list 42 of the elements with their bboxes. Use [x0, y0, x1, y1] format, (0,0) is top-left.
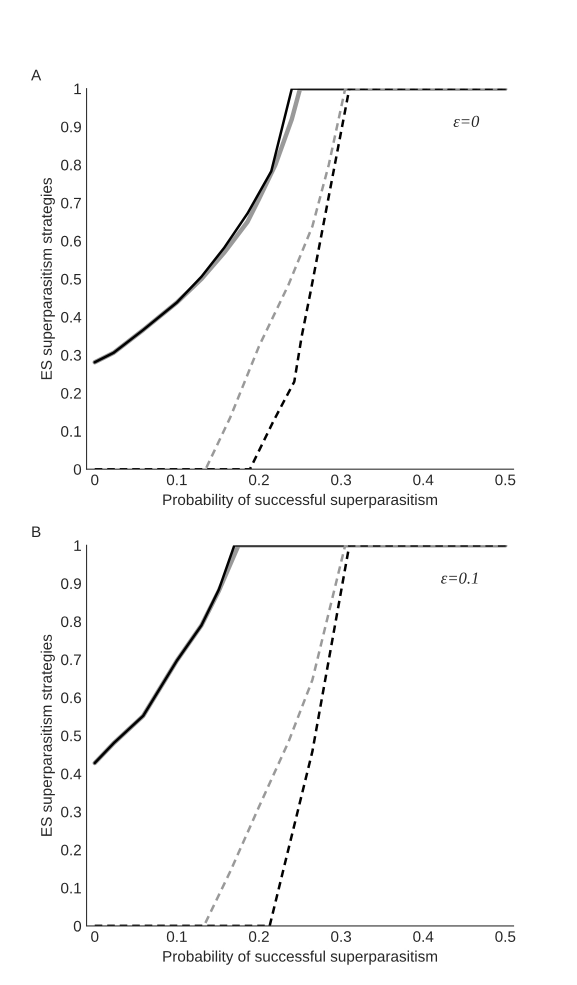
x-tick-label: 0.5 [495, 474, 516, 486]
y-tick-label: 1 [74, 84, 81, 94]
y-tick-label: 0.4 [61, 768, 82, 780]
y-tick-label: 0.7 [61, 654, 81, 666]
x-tick-label: 0.1 [166, 474, 187, 486]
y-tick-label: 0.6 [61, 236, 82, 247]
x-tick-label: 0.4 [413, 474, 434, 486]
y-tick-label: 0.6 [61, 692, 82, 704]
y-tick-label: 0.2 [61, 844, 81, 856]
x-tick-label: 0.1 [166, 931, 187, 942]
y-tick-label: 0.3 [61, 806, 82, 818]
y-tick-label: 0.4 [61, 312, 82, 323]
y-tick-label: 0.1 [61, 882, 81, 894]
chart-title: A [31, 70, 42, 80]
y-tick-label: 0.8 [61, 616, 82, 628]
chart-title: B [32, 526, 40, 537]
x-tick-label: 0.5 [495, 931, 516, 942]
y-tick-label: 0.9 [61, 122, 81, 132]
y-tick-label: 0.2 [61, 388, 81, 399]
annotation: ε=0 [454, 116, 480, 128]
y-axis-title: ES superparasitism strategies [40, 634, 55, 836]
y-tick-label: 0 [74, 920, 82, 932]
y-tick-label: 0.5 [61, 730, 82, 742]
x-axis-title: Probability of successful superparasitism [163, 494, 438, 508]
y-tick-label: 0 [74, 464, 82, 475]
x-axis-title: Probability of successful superparasitism [163, 950, 438, 965]
x-tick-label: 0.3 [331, 931, 352, 942]
x-tick-label: 0 [91, 474, 98, 486]
y-tick-label: 0.1 [61, 426, 81, 437]
y-axis-title: ES superparasitism strategies [40, 178, 55, 380]
x-tick-label: 0.3 [331, 474, 352, 486]
y-tick-label: 0.9 [61, 578, 81, 590]
y-tick-label: 0.8 [61, 160, 82, 170]
y-tick-label: 0.5 [61, 274, 82, 285]
annotation: ε=0.1 [441, 572, 478, 584]
x-tick-label: 0.4 [413, 931, 434, 942]
x-tick-label: 0.2 [248, 474, 269, 486]
x-tick-label: 0 [91, 931, 98, 942]
y-tick-label: 0.7 [61, 198, 81, 209]
x-tick-label: 0.2 [248, 931, 269, 942]
y-tick-label: 0.3 [61, 350, 82, 361]
y-tick-label: 1 [74, 540, 81, 551]
